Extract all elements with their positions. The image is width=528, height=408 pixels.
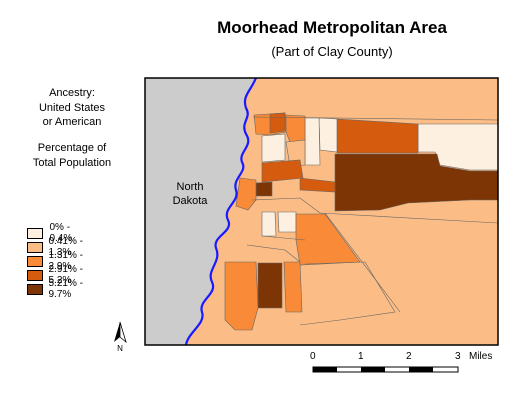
description-line-4: Percentage of (37, 142, 107, 154)
tract-east-dark (334, 153, 498, 212)
grid-line-c (299, 261, 396, 326)
north-arrow-icon (114, 321, 127, 344)
tract-southwest-orange (224, 261, 259, 331)
legend-label: 0.41% - 1.3% (48, 236, 83, 258)
tract-river-light-a (261, 133, 286, 163)
tract-west-orange (235, 177, 257, 211)
legend-label: 0% - 0.4% (49, 222, 73, 244)
tract-small-dark (255, 181, 273, 197)
scale-tick-1: 1 (358, 351, 364, 362)
scale-tick-0: 0 (310, 351, 316, 362)
scale-unit: Miles (469, 351, 493, 362)
grid-line-b (319, 212, 498, 224)
scale-tick-3: 3 (455, 351, 461, 362)
tract-center-light (318, 117, 338, 153)
red-river (184, 78, 258, 345)
tract-light-c (277, 211, 297, 233)
legend-item: 1.31% - 2.9% (27, 250, 85, 272)
legend-item: 0.41% - 1.3% (27, 236, 85, 258)
north-dakota-label-line-1: North (176, 181, 204, 193)
map-frame (144, 77, 499, 346)
census-tracts (224, 112, 498, 331)
description-line-3: or American (42, 116, 102, 128)
legend-label: 1.31% - 2.9% (48, 250, 83, 272)
tract-river-tan-a (285, 139, 306, 167)
tract-south-dark (257, 262, 283, 309)
tract-north-orange (285, 114, 306, 143)
tract-south-orange (295, 213, 361, 266)
tract-strip-light (304, 117, 321, 166)
north-dakota-area (145, 78, 256, 345)
legend-label: 2.91% - 5.2% (48, 264, 83, 286)
tract-stripe-dark-orange (261, 159, 304, 183)
tract-south-strip-orange (283, 261, 303, 313)
tract-river-north-dark (269, 112, 286, 134)
map-title: Moorhead Metropolitan Area (217, 18, 447, 37)
unit-description: Percentage of Total Population (6, 141, 138, 170)
scale-tick-2: 2 (406, 351, 412, 362)
north-arrow-label: N (117, 344, 123, 353)
legend-item: 5.21% - 9.7% (27, 278, 85, 300)
legend-swatch (27, 255, 43, 267)
legend-item: 0% - 0.4% (27, 222, 80, 244)
grid-line-f (261, 235, 306, 241)
grid-line-d (324, 212, 401, 313)
variable-description: Ancestry: United States or American (6, 86, 138, 130)
north-dakota-label: North Dakota (160, 180, 220, 208)
north-dakota-label-line-2: Dakota (172, 195, 208, 207)
description-line-2: United States (38, 101, 106, 114)
grid-line-e (251, 197, 321, 214)
description-line-1: Ancestry: (49, 87, 95, 99)
scale-bar (312, 366, 459, 373)
map-subtitle: (Part of Clay County) (271, 44, 393, 59)
tract-stripe-dark-orange-b (299, 177, 336, 193)
legend-swatch (27, 283, 43, 295)
legend-label: 5.21% - 9.7% (48, 278, 83, 300)
tract-north-dark-orange (336, 118, 419, 154)
grid-line-a (252, 116, 498, 121)
tract-light-b (261, 211, 277, 237)
description-line-5: Total Population (32, 156, 112, 169)
legend-swatch (27, 227, 44, 239)
legend-swatch (27, 241, 43, 253)
legend-item: 2.91% - 5.2% (27, 264, 85, 286)
legend-swatch (27, 269, 43, 281)
grid-line-g (246, 244, 301, 263)
